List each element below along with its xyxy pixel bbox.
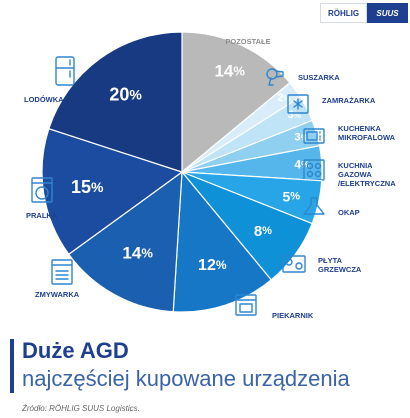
pie-slice xyxy=(41,127,184,256)
microwave-icon xyxy=(303,128,325,144)
pie-slice xyxy=(181,31,291,174)
slice-value-label: 12% xyxy=(198,257,227,274)
brand-logo: RÖHLIG SUUS xyxy=(320,3,408,23)
slice-value-label: 20% xyxy=(109,84,142,104)
hair-dryer-icon xyxy=(266,68,284,86)
gas-stove-icon xyxy=(303,159,325,181)
category-label: ZMYWARKA xyxy=(35,290,80,299)
page-title: Duże AGD xyxy=(22,338,129,363)
freezer-icon xyxy=(287,94,309,114)
category-label: SUSZARKA xyxy=(298,73,340,82)
fridge-icon xyxy=(55,56,75,86)
logo-left: RÖHLIG xyxy=(320,3,367,23)
slice-value-label: 2% xyxy=(277,92,290,104)
category-label: KUCHENKA MIKROFALOWA xyxy=(338,124,396,142)
category-label: ZAMRAŻARKA xyxy=(322,96,376,105)
category-label: LODÓWKA xyxy=(24,95,64,104)
pie-slice xyxy=(67,170,183,313)
slice-value-label: 15% xyxy=(71,177,104,197)
page-subtitle: najczęściej kupowane urządzenia xyxy=(22,366,350,391)
category-label: PRALKA xyxy=(26,211,58,220)
slice-value-label: 5% xyxy=(283,188,301,204)
category-label: POZOSTAŁE xyxy=(225,37,270,46)
slice-value-label: 3% xyxy=(288,109,301,121)
hob-icon xyxy=(282,255,306,273)
category-label: OKAP xyxy=(338,208,360,217)
pie-chart: 14% POZOSTAŁE 2% SUSZARKA 3% ZAMRAŻARKA 3% KUCH… xyxy=(24,31,396,320)
category-label: PŁYTA GRZEWCZA xyxy=(318,256,362,274)
category-label: KUCHNIA GAZOWA/ELEKTRYCZNA xyxy=(338,161,396,188)
slice-value-label: 8% xyxy=(254,222,272,239)
washing-machine-icon xyxy=(31,177,53,203)
logo-right: SUUS xyxy=(367,3,408,23)
pie-slice xyxy=(172,170,273,313)
slice-value-label: 14% xyxy=(122,243,153,262)
dishwasher-icon xyxy=(51,259,73,285)
pie-slice xyxy=(48,31,183,173)
category-label: PIEKARNIK xyxy=(272,311,314,320)
slice-value-label: 4% xyxy=(294,157,309,171)
slice-value-label: 3% xyxy=(294,131,307,143)
slice-value-label: 14% xyxy=(214,61,245,80)
source-note: Źródło: RÖHLIG SUUS Logistics. xyxy=(22,404,140,413)
oven-icon xyxy=(235,294,257,316)
cooker-hood-icon xyxy=(303,197,325,215)
title-accent-bar xyxy=(10,339,14,393)
